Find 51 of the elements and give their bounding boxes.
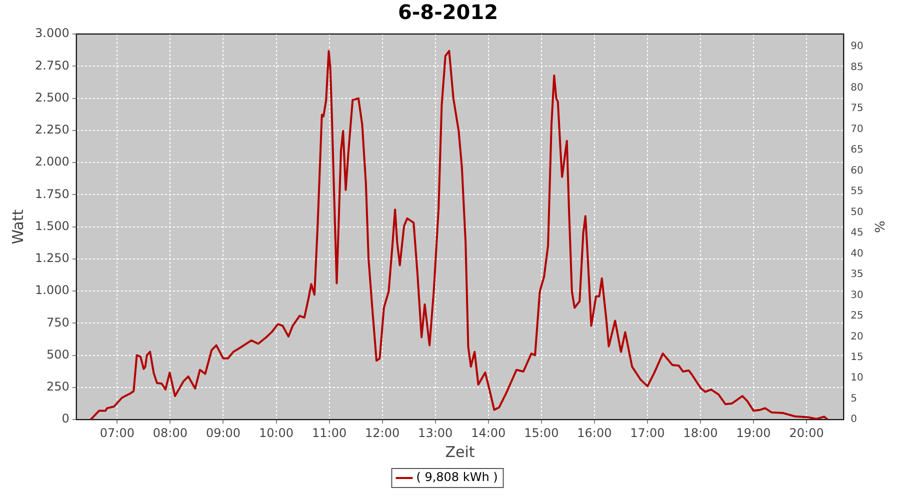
x-tick-label: 08:00 [152,426,188,440]
y2-tick-label: 15 [850,352,864,363]
y2-tick-label: 90 [850,41,864,52]
y2-tick-label: 20 [850,331,864,342]
y2-tick-label: 55 [850,186,864,198]
x-tick-label: 19:00 [736,426,771,440]
y-tick-label: 250 [46,380,70,394]
x-tick-label: 16:00 [577,426,612,440]
x-tick-label: 09:00 [206,426,241,440]
y-axis-title: Watt [8,209,27,244]
y2-tick-label: 85 [850,62,864,73]
x-tick-label: 17:00 [630,426,665,440]
y2-tick-label: 0 [850,414,858,426]
y2-tick-label: 10 [850,372,864,384]
y2-tick-label: 45 [850,228,864,239]
y-tick-label: 2.750 [34,58,70,72]
x-tick-label: 13:00 [418,426,453,440]
y-tick-label: 2.250 [34,122,70,137]
y2-tick-label: 25 [850,310,864,322]
chart-title: 6-8-2012 [398,0,498,24]
legend-label: ( 9,808 kWh ) [416,470,498,484]
y-tick-label: 1.000 [34,283,70,298]
y-tick-label: 3.000 [34,26,70,40]
y2-tick-label: 30 [850,290,864,301]
x-tick-label: 11:00 [312,426,347,440]
y-tick-label: 1.500 [34,218,70,233]
y-tick-label: 500 [46,347,70,362]
y2-tick-label: 75 [850,103,864,114]
y2-tick-label: 35 [850,269,864,280]
x-axis-title: Zeit [445,442,475,461]
y2-tick-label: 5 [850,393,858,404]
y-tick-label: 750 [46,315,70,330]
y2-tick-label: 80 [850,82,864,94]
y2-tick-label: 40 [850,248,864,260]
x-tick-label: 15:00 [524,426,559,440]
x-tick-label: 18:00 [683,426,718,440]
y2-tick-label: 70 [850,124,864,135]
y-tick-label: 2.500 [34,90,70,104]
x-tick-label: 14:00 [471,426,506,440]
y-tick-label: 0 [62,412,70,426]
y2-axis-title: % [870,220,886,233]
y-tick-label: 1.250 [34,251,70,266]
y-tick-label: 1.750 [34,186,70,201]
x-tick-label: 12:00 [365,426,400,440]
x-tick-label: 07:00 [100,426,134,440]
x-tick-label: 10:00 [258,426,294,440]
y2-tick-label: 60 [850,165,864,176]
y2-tick-label: 50 [850,206,864,218]
y-tick-label: 2.000 [34,154,70,169]
x-tick-label: 20:00 [789,426,824,440]
y2-tick-label: 65 [850,144,864,156]
